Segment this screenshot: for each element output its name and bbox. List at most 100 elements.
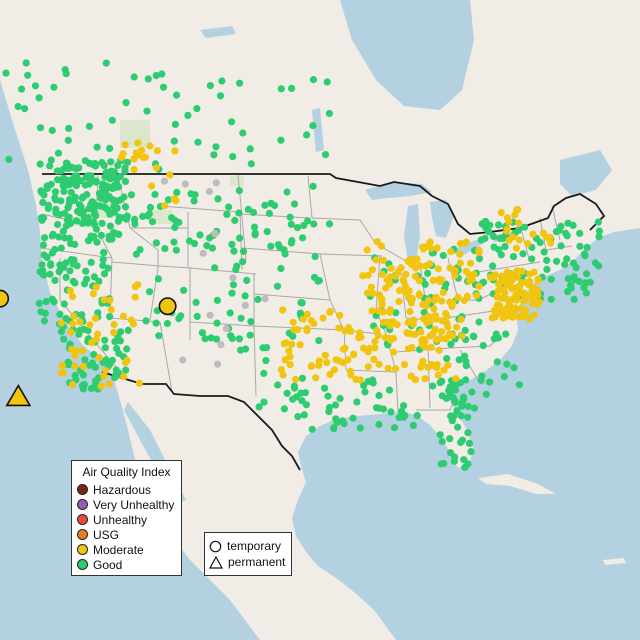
temporary-site-marker[interactable] <box>158 297 177 316</box>
monitor-point[interactable] <box>594 218 602 226</box>
monitor-point[interactable] <box>314 277 322 285</box>
monitor-point[interactable] <box>212 143 220 151</box>
monitor-point[interactable] <box>392 309 400 317</box>
monitor-point[interactable] <box>522 306 530 314</box>
monitor-point[interactable] <box>184 111 192 119</box>
monitor-point[interactable] <box>421 375 429 383</box>
monitor-point[interactable] <box>424 296 433 304</box>
monitor-point[interactable] <box>38 189 47 197</box>
monitor-point[interactable] <box>75 201 84 209</box>
monitor-point[interactable] <box>321 151 330 159</box>
monitor-point[interactable] <box>515 219 523 227</box>
monitor-point[interactable] <box>446 435 454 443</box>
monitor-point[interactable] <box>399 276 407 284</box>
monitor-point[interactable] <box>51 245 59 253</box>
monitor-point[interactable] <box>44 201 53 209</box>
monitor-point[interactable] <box>203 242 211 250</box>
monitor-point[interactable] <box>309 122 317 130</box>
monitor-point[interactable] <box>344 356 352 364</box>
monitor-point[interactable] <box>78 381 86 390</box>
monitor-point[interactable] <box>210 151 218 159</box>
monitor-point[interactable] <box>547 295 555 303</box>
monitor-point[interactable] <box>564 219 572 227</box>
monitor-point[interactable] <box>173 188 181 196</box>
monitor-point[interactable] <box>524 240 532 248</box>
monitor-point[interactable] <box>152 72 160 80</box>
monitor-point[interactable] <box>106 360 114 368</box>
monitor-point[interactable] <box>503 225 511 233</box>
monitor-point[interactable] <box>576 242 584 250</box>
monitor-point[interactable] <box>243 276 251 284</box>
monitor-point[interactable] <box>326 370 334 378</box>
monitor-point[interactable] <box>280 340 288 348</box>
monitor-point[interactable] <box>161 202 169 210</box>
monitor-point[interactable] <box>201 335 209 343</box>
monitor-point[interactable] <box>475 282 483 290</box>
monitor-point[interactable] <box>404 329 412 337</box>
monitor-point[interactable] <box>236 79 244 87</box>
monitor-point[interactable] <box>459 393 468 401</box>
monitor-point[interactable] <box>363 289 372 297</box>
monitor-point[interactable] <box>99 188 107 196</box>
monitor-point[interactable] <box>254 295 262 303</box>
monitor-point[interactable] <box>91 314 99 322</box>
monitor-point[interactable] <box>540 248 548 256</box>
monitor-point[interactable] <box>494 287 502 295</box>
monitor-point[interactable] <box>101 336 109 344</box>
monitor-point[interactable] <box>534 277 542 285</box>
monitor-point[interactable] <box>423 319 431 327</box>
monitor-point[interactable] <box>59 227 67 235</box>
monitor-point[interactable] <box>508 276 516 285</box>
monitor-point[interactable] <box>84 219 92 227</box>
monitor-point[interactable] <box>281 250 289 258</box>
monitor-point[interactable] <box>368 307 376 315</box>
monitor-point[interactable] <box>81 356 89 364</box>
monitor-point[interactable] <box>297 389 305 397</box>
monitor-point[interactable] <box>100 162 108 170</box>
monitor-point[interactable] <box>500 373 508 381</box>
monitor-point[interactable] <box>262 357 270 365</box>
monitor-point[interactable] <box>71 372 79 380</box>
monitor-point[interactable] <box>419 357 427 365</box>
monitor-point[interactable] <box>100 203 108 211</box>
monitor-point[interactable] <box>259 344 267 352</box>
monitor-point[interactable] <box>429 382 437 390</box>
monitor-point[interactable] <box>87 384 95 393</box>
monitor-point[interactable] <box>292 375 300 383</box>
monitor-point[interactable] <box>283 389 291 397</box>
monitor-point[interactable] <box>299 234 307 242</box>
monitor-point[interactable] <box>495 246 503 254</box>
monitor-point[interactable] <box>102 59 110 67</box>
monitor-point[interactable] <box>212 335 221 343</box>
monitor-point[interactable] <box>72 217 80 225</box>
monitor-point[interactable] <box>87 258 95 266</box>
monitor-point[interactable] <box>141 153 149 161</box>
monitor-point[interactable] <box>62 315 70 323</box>
monitor-point[interactable] <box>401 282 409 290</box>
monitor-point[interactable] <box>92 225 101 233</box>
monitor-point[interactable] <box>298 397 306 405</box>
monitor-point[interactable] <box>39 241 48 249</box>
monitor-point[interactable] <box>261 295 269 303</box>
monitor-point[interactable] <box>115 213 123 221</box>
monitor-point[interactable] <box>325 109 333 118</box>
monitor-point[interactable] <box>247 160 255 168</box>
monitor-point[interactable] <box>489 262 497 270</box>
monitor-point[interactable] <box>526 270 534 278</box>
monitor-point[interactable] <box>398 407 406 415</box>
monitor-point[interactable] <box>124 158 132 166</box>
monitor-point[interactable] <box>569 259 578 267</box>
monitor-point[interactable] <box>87 172 95 180</box>
monitor-point[interactable] <box>375 391 383 400</box>
monitor-point[interactable] <box>93 143 101 151</box>
monitor-point[interactable] <box>95 277 103 285</box>
monitor-point[interactable] <box>311 252 319 261</box>
monitor-point[interactable] <box>14 102 22 111</box>
monitor-point[interactable] <box>324 392 332 400</box>
monitor-point[interactable] <box>229 153 237 161</box>
monitor-point[interactable] <box>229 274 237 282</box>
monitor-point[interactable] <box>547 239 555 247</box>
monitor-point[interactable] <box>101 344 109 352</box>
monitor-point[interactable] <box>50 83 58 91</box>
monitor-point[interactable] <box>461 239 469 247</box>
